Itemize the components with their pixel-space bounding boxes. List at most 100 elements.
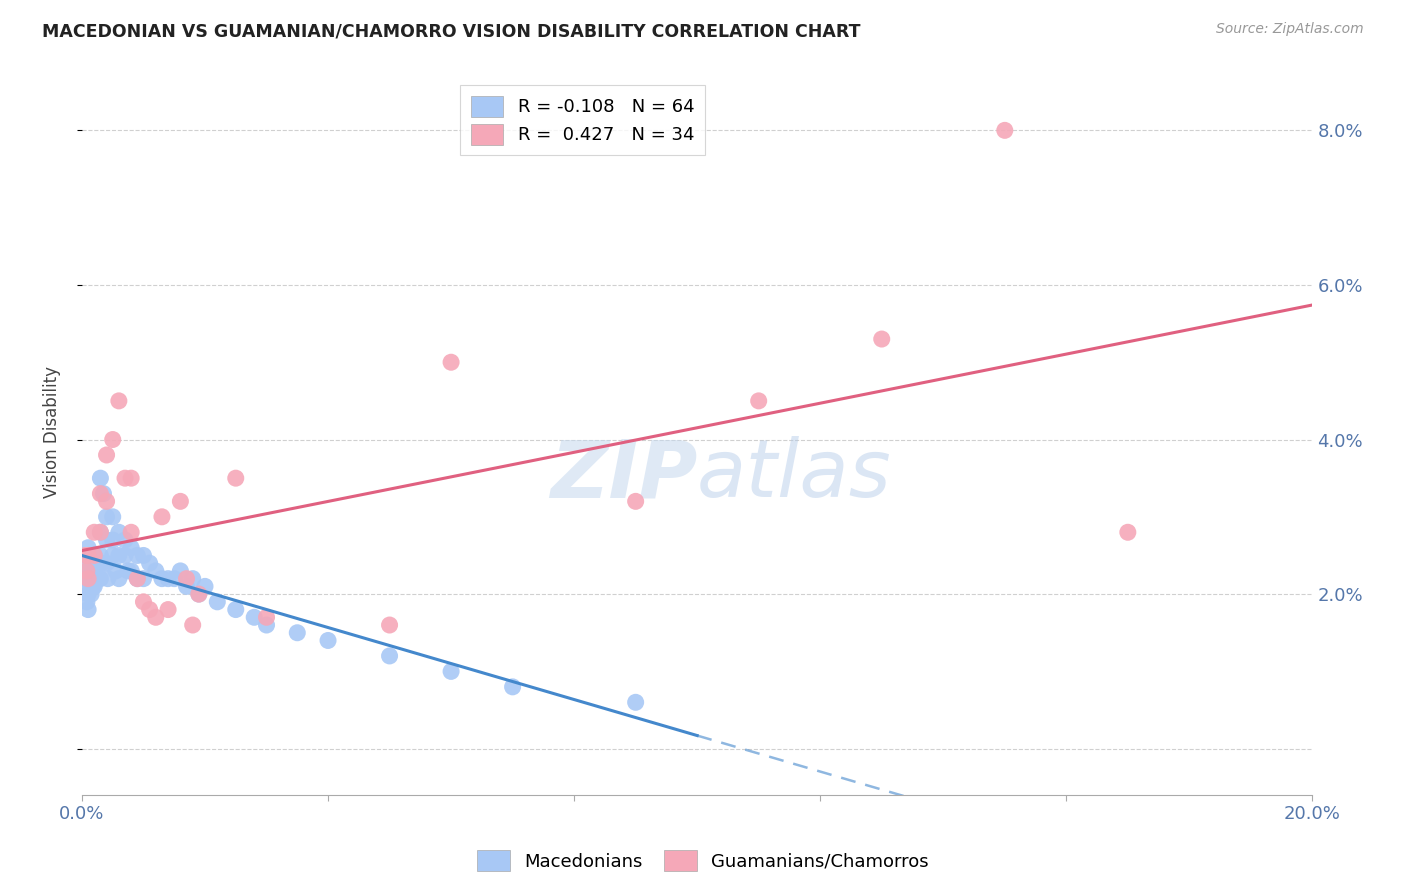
Point <box>89 549 111 563</box>
Point <box>108 572 131 586</box>
Point <box>101 549 124 563</box>
Point <box>84 556 107 570</box>
Point <box>89 572 111 586</box>
Point <box>256 618 278 632</box>
Point <box>96 448 118 462</box>
Point <box>145 564 167 578</box>
Point <box>93 486 115 500</box>
Point <box>114 471 136 485</box>
Point <box>83 549 105 563</box>
Point <box>187 587 209 601</box>
Point <box>96 494 118 508</box>
Point <box>101 509 124 524</box>
Point <box>378 618 401 632</box>
Point <box>75 579 97 593</box>
Point <box>624 494 647 508</box>
Text: atlas: atlas <box>697 436 891 515</box>
Point <box>163 572 186 586</box>
Point <box>76 564 98 578</box>
Point <box>132 549 155 563</box>
Point <box>502 680 524 694</box>
Point <box>285 625 308 640</box>
Point <box>79 564 101 578</box>
Point <box>73 572 96 586</box>
Point <box>101 533 124 547</box>
Point <box>97 572 120 586</box>
Point <box>256 610 278 624</box>
Point <box>181 572 204 586</box>
Point <box>76 595 98 609</box>
Point <box>77 541 100 555</box>
Point <box>145 610 167 624</box>
Legend: R = -0.108   N = 64, R =  0.427   N = 34: R = -0.108 N = 64, R = 0.427 N = 34 <box>460 85 706 155</box>
Point <box>80 572 103 586</box>
Point <box>89 525 111 540</box>
Point <box>150 572 173 586</box>
Point <box>157 602 180 616</box>
Point <box>127 572 149 586</box>
Text: ZIP: ZIP <box>550 436 697 515</box>
Point <box>440 665 463 679</box>
Point <box>90 556 112 570</box>
Point <box>225 602 247 616</box>
Point <box>80 587 103 601</box>
Point <box>96 556 118 570</box>
Point <box>77 602 100 616</box>
Point <box>108 549 131 563</box>
Point <box>748 393 770 408</box>
Point <box>77 572 100 586</box>
Point <box>77 549 100 563</box>
Point <box>117 564 139 578</box>
Point <box>207 595 229 609</box>
Point <box>994 123 1017 137</box>
Point <box>120 564 142 578</box>
Point <box>83 572 105 586</box>
Point <box>83 564 105 578</box>
Point <box>77 572 100 586</box>
Point <box>77 587 100 601</box>
Point <box>378 648 401 663</box>
Text: Source: ZipAtlas.com: Source: ZipAtlas.com <box>1216 22 1364 37</box>
Point <box>150 509 173 524</box>
Point <box>83 525 105 540</box>
Point <box>870 332 893 346</box>
Point <box>187 587 209 601</box>
Point <box>104 564 127 578</box>
Point <box>225 471 247 485</box>
Point <box>316 633 339 648</box>
Point <box>624 695 647 709</box>
Point <box>120 541 142 555</box>
Point <box>176 579 198 593</box>
Point <box>83 579 105 593</box>
Point <box>101 433 124 447</box>
Point <box>89 486 111 500</box>
Point <box>96 533 118 547</box>
Point <box>108 525 131 540</box>
Point <box>440 355 463 369</box>
Point <box>138 602 160 616</box>
Point <box>108 393 131 408</box>
Point <box>132 595 155 609</box>
Point <box>86 572 108 586</box>
Point <box>89 471 111 485</box>
Point <box>138 556 160 570</box>
Point <box>169 494 191 508</box>
Point <box>157 572 180 586</box>
Point <box>89 525 111 540</box>
Point <box>73 549 96 563</box>
Point <box>127 572 149 586</box>
Point <box>96 509 118 524</box>
Point <box>132 572 155 586</box>
Point <box>82 579 104 593</box>
Point <box>83 549 105 563</box>
Point <box>1116 525 1139 540</box>
Point <box>114 533 136 547</box>
Point <box>77 556 100 570</box>
Point <box>120 525 142 540</box>
Point <box>194 579 217 593</box>
Point <box>127 549 149 563</box>
Point <box>243 610 266 624</box>
Text: MACEDONIAN VS GUAMANIAN/CHAMORRO VISION DISABILITY CORRELATION CHART: MACEDONIAN VS GUAMANIAN/CHAMORRO VISION … <box>42 22 860 40</box>
Point <box>176 572 198 586</box>
Y-axis label: Vision Disability: Vision Disability <box>44 366 60 498</box>
